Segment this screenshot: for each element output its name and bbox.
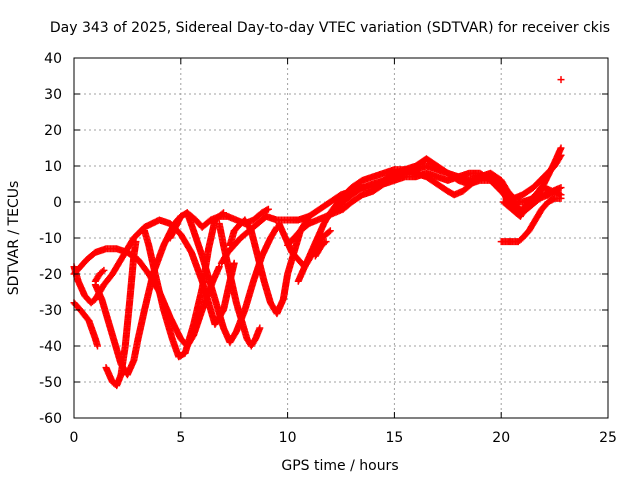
y-tick-label: -50 xyxy=(39,375,62,391)
y-tick-label: 10 xyxy=(44,159,62,175)
y-tick-label: -20 xyxy=(39,267,62,283)
axis-ticks xyxy=(73,57,609,419)
data-point xyxy=(557,184,565,192)
y-tick-label: 0 xyxy=(53,195,62,211)
data-point xyxy=(322,238,330,246)
data-marker xyxy=(98,268,106,276)
data-points xyxy=(70,76,565,390)
y-tick-label: 30 xyxy=(44,87,62,103)
y-tick-label: -60 xyxy=(39,411,62,427)
data-point xyxy=(264,205,272,213)
x-tick-label: 10 xyxy=(279,430,297,446)
chart-title: Day 343 of 2025, Sidereal Day-to-day VTE… xyxy=(50,20,610,36)
data-point xyxy=(557,194,565,202)
tick-labels: 0 5 10 15 20 25 -60 -50 -40 -30 -20 -10 0 10 20 30 40 xyxy=(39,51,617,446)
y-tick-label: -30 xyxy=(39,303,62,319)
data-point xyxy=(256,324,264,332)
data-point xyxy=(230,259,238,267)
x-tick-label: 15 xyxy=(385,430,403,446)
y-tick-label: -10 xyxy=(39,231,62,247)
data-point xyxy=(93,342,101,350)
y-axis-label: SDTVAR / TECUs xyxy=(6,181,22,296)
x-tick-label: 0 xyxy=(70,430,79,446)
y-tick-label: 20 xyxy=(44,123,62,139)
data-point xyxy=(326,227,334,235)
grid-lines xyxy=(74,58,608,418)
data-point xyxy=(215,263,223,271)
x-tick-label: 5 xyxy=(176,430,185,446)
y-tick-label: -40 xyxy=(39,339,62,355)
data-marker xyxy=(325,228,333,236)
data-point xyxy=(100,266,108,274)
data-point xyxy=(557,76,565,84)
x-tick-label: 25 xyxy=(599,430,617,446)
y-tick-label: 40 xyxy=(44,51,62,67)
x-axis-label: GPS time / hours xyxy=(281,458,398,474)
data-point xyxy=(132,238,140,246)
x-tick-label: 20 xyxy=(492,430,510,446)
data-point xyxy=(557,144,565,152)
data-marker xyxy=(321,239,329,247)
